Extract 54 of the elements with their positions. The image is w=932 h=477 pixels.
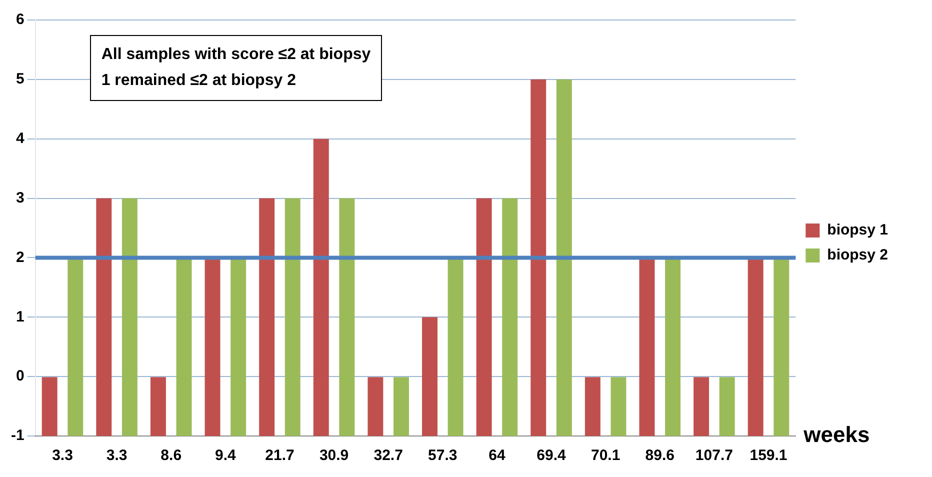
bar: [150, 377, 166, 436]
bar: [42, 377, 58, 436]
y-tick-label: 4: [16, 130, 25, 147]
x-tick-label: 107.7: [695, 447, 733, 464]
y-tick-label: -1: [10, 427, 24, 444]
x-tick-label: 9.4: [214, 447, 236, 464]
bar: [339, 198, 355, 436]
bar: [476, 198, 492, 436]
y-tick-label: 0: [16, 368, 24, 385]
y-tick-label: 5: [16, 70, 24, 88]
bar: [719, 377, 735, 436]
bar: [122, 198, 138, 436]
bar: [748, 258, 764, 436]
bar: [584, 377, 600, 436]
x-tick-label: 69.4: [536, 447, 567, 464]
legend-label: biopsy 2: [827, 246, 888, 264]
y-tick-label: 3: [16, 189, 24, 206]
bar: [230, 258, 246, 436]
x-tick-label: 159.1: [750, 447, 788, 464]
y-tick-label: 6: [16, 11, 24, 28]
bar: [204, 258, 220, 436]
x-tick-label: 8.6: [160, 447, 182, 464]
x-tick-label: 64: [488, 447, 506, 464]
y-tick-label: 1: [16, 308, 24, 326]
bar: [610, 377, 626, 436]
bar: [394, 377, 409, 436]
bar: [284, 198, 300, 436]
bar: [422, 317, 438, 436]
x-tick-label: 30.9: [319, 447, 349, 464]
y-tick-label: 2: [16, 248, 24, 266]
bar: [556, 79, 572, 436]
x-tick-label: 32.7: [374, 447, 403, 464]
bar: [68, 258, 84, 436]
x-tick-label: 70.1: [590, 447, 620, 464]
bar: [639, 258, 655, 436]
bar: [448, 258, 464, 436]
x-tick-label: 3.3: [52, 447, 73, 464]
bar: [530, 79, 546, 436]
legend-label: biopsy 1: [827, 222, 888, 239]
bar: [502, 198, 518, 436]
annotation: All samples with score ≤2 at biopsy 1 remained ≤2 at biopsy 2: [90, 35, 382, 101]
x-axis-title: weeks: [802, 422, 870, 448]
bar: [368, 377, 384, 436]
x-tick-label: 89.6: [645, 447, 674, 464]
bar: [96, 198, 112, 436]
x-tick-label: 57.3: [428, 447, 458, 464]
bar: [774, 258, 790, 436]
x-tick-label: 21.7: [265, 447, 294, 464]
bar: [313, 138, 329, 436]
bar: [176, 258, 192, 436]
bar: [665, 258, 681, 436]
x-tick-label: 3.3: [106, 447, 128, 464]
bar: [694, 377, 710, 436]
bar: [259, 198, 275, 436]
